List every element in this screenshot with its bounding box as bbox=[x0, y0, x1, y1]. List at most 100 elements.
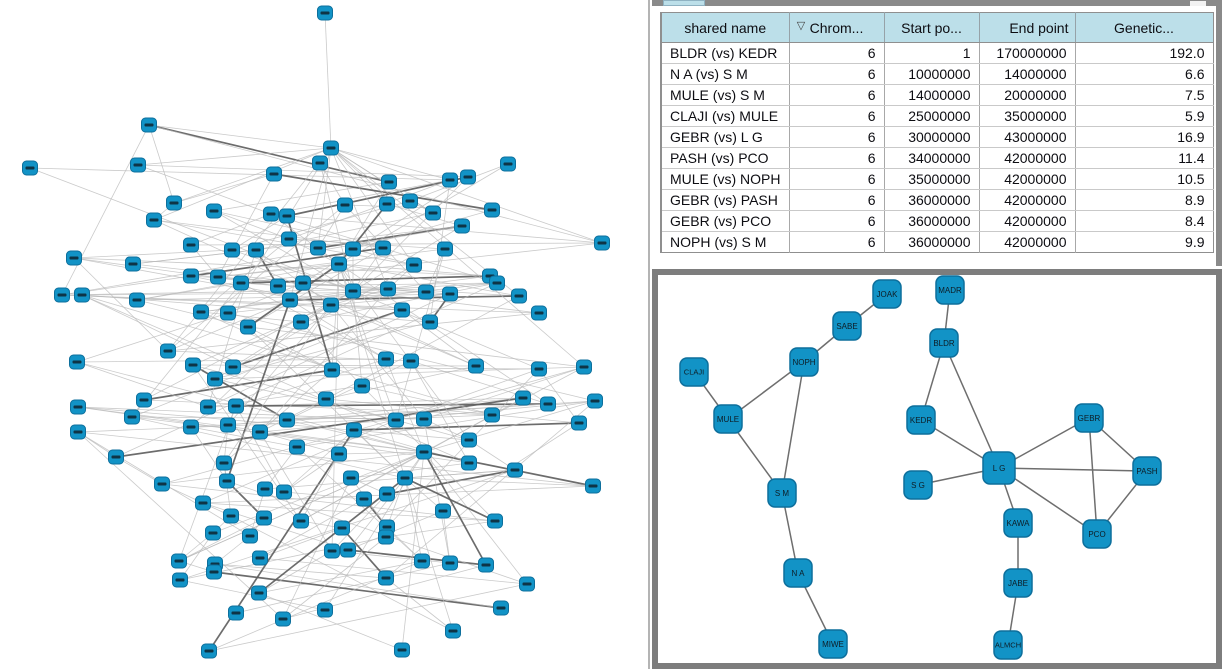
table-cell[interactable]: 42000000 bbox=[979, 147, 1076, 169]
table-cell[interactable]: 42000000 bbox=[979, 210, 1076, 232]
network-node-BLDR[interactable] bbox=[929, 328, 959, 358]
table-cell[interactable]: 35000000 bbox=[979, 105, 1076, 127]
table-cell[interactable]: 6 bbox=[789, 126, 885, 148]
table-row[interactable]: GEBR (vs) PASH 6 36000000 42000000 8.9 bbox=[661, 189, 1213, 211]
table-cell[interactable]: 11.4 bbox=[1075, 147, 1213, 169]
table-cell[interactable]: GEBR (vs) PASH bbox=[661, 189, 790, 211]
table-cell[interactable]: 35000000 bbox=[884, 168, 980, 190]
table-cell[interactable]: 170000000 bbox=[979, 42, 1076, 64]
table-cell[interactable]: GEBR (vs) L G bbox=[661, 126, 790, 148]
panel-tab[interactable] bbox=[663, 0, 705, 6]
node-label bbox=[188, 363, 198, 367]
network-edge bbox=[212, 451, 425, 534]
table-cell[interactable]: 20000000 bbox=[979, 84, 1076, 106]
table-row[interactable]: GEBR (vs) PCO 6 36000000 42000000 8.4 bbox=[661, 210, 1213, 232]
table-scrollbar[interactable] bbox=[1216, 6, 1222, 266]
table-cell[interactable]: MULE (vs) S M bbox=[661, 84, 790, 106]
table-cell[interactable]: 1 bbox=[884, 42, 980, 64]
network-node-NOPH[interactable] bbox=[789, 347, 819, 377]
network-node-PASH[interactable] bbox=[1132, 456, 1162, 486]
network-node-N-A[interactable] bbox=[783, 558, 813, 588]
table-header-row: shared name ▽ Chrom... Start po... End p… bbox=[661, 12, 1213, 43]
table-row[interactable]: MULE (vs) S M 6 14000000 20000000 7.5 bbox=[661, 84, 1213, 106]
network-node-MULE[interactable] bbox=[713, 404, 743, 434]
table-cell[interactable]: PASH (vs) PCO bbox=[661, 147, 790, 169]
table-cell[interactable]: 192.0 bbox=[1075, 42, 1213, 64]
table-cell[interactable]: 34000000 bbox=[884, 147, 980, 169]
table-cell[interactable]: 6 bbox=[789, 63, 885, 85]
table-cell[interactable]: 9.9 bbox=[1185, 234, 1205, 250]
table-cell[interactable]: 42000000 bbox=[979, 168, 1076, 190]
table-cell[interactable]: 6 bbox=[789, 189, 885, 211]
table-cell[interactable]: BLDR (vs) KEDR bbox=[661, 42, 790, 64]
table-cell[interactable]: 6 bbox=[789, 147, 885, 169]
table-cell[interactable]: 36000000 bbox=[884, 189, 980, 211]
column-header-start-position[interactable]: Start po... bbox=[884, 12, 980, 43]
network-node-S-G[interactable] bbox=[903, 470, 933, 500]
table-cell[interactable]: 6.6 bbox=[1075, 63, 1213, 85]
table-cell[interactable]: 14000000 bbox=[979, 63, 1076, 85]
table-cell[interactable]: 36000000 bbox=[884, 231, 980, 253]
table-cell[interactable]: 6 bbox=[789, 168, 885, 190]
overview-network-canvas[interactable] bbox=[0, 0, 648, 669]
table-cell[interactable]: 8.4 bbox=[1075, 210, 1213, 232]
network-node-KEDR[interactable] bbox=[906, 405, 936, 435]
table-cell[interactable]: 42000000 bbox=[979, 231, 1076, 253]
table-row[interactable]: CLAJI (vs) MULE 6 25000000 35000000 5.9 bbox=[661, 105, 1213, 127]
detail-network-canvas[interactable]: JOAK SABE NOPH CLAJI MULE S M N A MIWE MADR BLDR K… bbox=[658, 275, 1216, 663]
network-node-MIWE[interactable] bbox=[818, 629, 848, 659]
node-label bbox=[503, 162, 513, 166]
table-cell[interactable]: 30000000 bbox=[884, 126, 980, 148]
table-cell[interactable]: 42000000 bbox=[979, 189, 1076, 211]
table-cell[interactable]: N A (vs) S M bbox=[661, 63, 790, 85]
table-cell[interactable]: 8.9 bbox=[1075, 189, 1213, 211]
table-cell[interactable]: 6 bbox=[789, 105, 885, 127]
table-cell[interactable]: 43000000 bbox=[979, 126, 1076, 148]
table-cell[interactable]: 6 bbox=[789, 84, 885, 106]
table-cell[interactable]: 10.5 bbox=[1075, 168, 1213, 190]
network-node-MADR[interactable] bbox=[935, 275, 965, 305]
table-cell[interactable]: 16.9 bbox=[1075, 126, 1213, 148]
table-row[interactable]: N A (vs) S M 6 10000000 14000000 6.6 bbox=[661, 63, 1213, 85]
column-header-chromosome[interactable]: ▽ Chrom... bbox=[789, 12, 885, 43]
table-cell[interactable]: 5.9 bbox=[1075, 105, 1213, 127]
filter-icon[interactable]: ▽ bbox=[796, 20, 806, 32]
table-cell[interactable]: GEBR (vs) PCO bbox=[661, 210, 790, 232]
network-node-ALMCH[interactable] bbox=[993, 630, 1023, 660]
network-node-JOAK[interactable] bbox=[872, 279, 902, 309]
table-cell[interactable]: 36000000 bbox=[884, 210, 980, 232]
table-cell[interactable]: 25000000 bbox=[884, 105, 980, 127]
table-cell[interactable]: 7.5 bbox=[1075, 84, 1213, 106]
network-node-JABE[interactable] bbox=[1003, 568, 1033, 598]
table-row[interactable]: MULE (vs) NOPH 6 35000000 42000000 10.5 bbox=[661, 168, 1213, 190]
table-cell[interactable]: 14000000 bbox=[884, 84, 980, 106]
node-label bbox=[492, 281, 502, 285]
network-node-L-G[interactable] bbox=[982, 451, 1016, 485]
scrollbar-button[interactable] bbox=[1190, 1, 1206, 6]
column-header-genetic[interactable]: Genetic... bbox=[1075, 12, 1213, 43]
column-header-end-point[interactable]: End point bbox=[979, 12, 1076, 43]
network-node-SABE[interactable] bbox=[832, 311, 862, 341]
network-node-PCO[interactable] bbox=[1082, 519, 1112, 549]
table-cell[interactable]: 6 bbox=[789, 231, 885, 253]
network-node-GEBR[interactable] bbox=[1074, 403, 1104, 433]
table-cell[interactable]: 10000000 bbox=[884, 63, 980, 85]
table-cell[interactable]: NOPH (vs) S M bbox=[661, 231, 790, 253]
table-cell[interactable]: 6 bbox=[789, 42, 885, 64]
table-row[interactable]: PASH (vs) PCO 6 34000000 42000000 11.4 bbox=[661, 147, 1213, 169]
network-node-S-M[interactable] bbox=[767, 478, 797, 508]
network-node-KAWA[interactable] bbox=[1003, 508, 1033, 538]
node-attribute-table: shared name ▽ Chrom... Start po... End p… bbox=[660, 12, 1214, 253]
table-cell[interactable]: MULE (vs) NOPH bbox=[661, 168, 790, 190]
table-cell[interactable]: CLAJI (vs) MULE bbox=[661, 105, 790, 127]
node-label bbox=[132, 298, 142, 302]
table-row[interactable]: BLDR (vs) KEDR 6 1 170000000 192.0 bbox=[661, 42, 1213, 64]
node-label bbox=[254, 591, 264, 595]
table-row[interactable]: NOPH (vs) S M 6 36000000 42000000 9.9 bbox=[661, 231, 1213, 253]
network-edge bbox=[81, 294, 493, 416]
column-header-shared-name[interactable]: shared name bbox=[661, 12, 790, 43]
network-edge bbox=[352, 290, 540, 370]
table-cell[interactable]: 6 bbox=[789, 210, 885, 232]
table-row[interactable]: GEBR (vs) L G 6 30000000 43000000 16.9 bbox=[661, 126, 1213, 148]
network-node-CLAJI[interactable] bbox=[679, 357, 709, 387]
